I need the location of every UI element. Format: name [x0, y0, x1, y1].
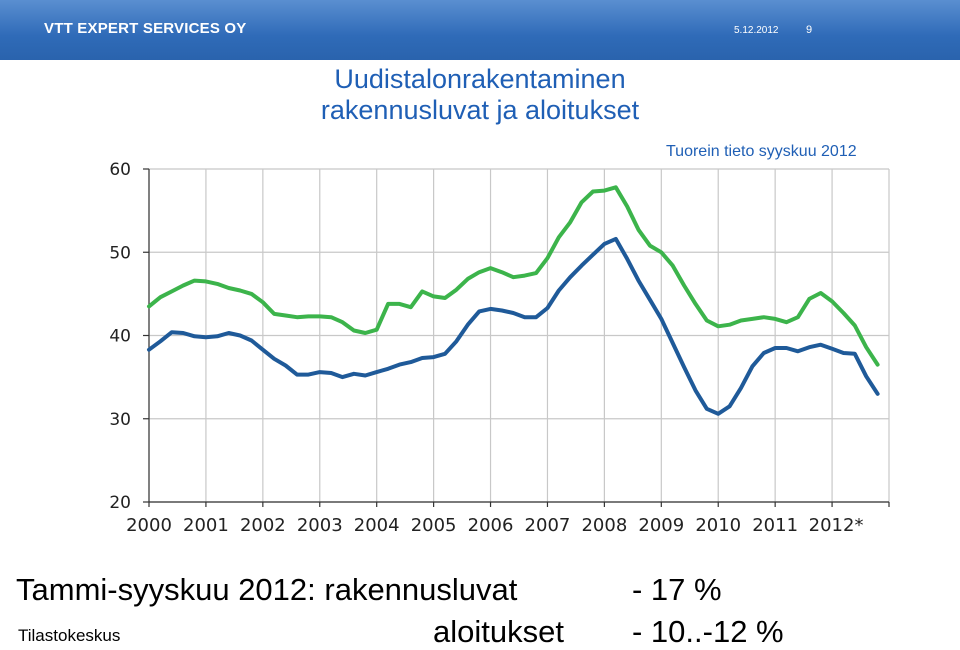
y-tick-label: 40: [109, 327, 131, 347]
y-tick-label: 30: [109, 410, 131, 430]
chart-series: [147, 185, 880, 416]
x-tick-label: 2006: [468, 515, 514, 536]
summary-starts-change: - 10..-12 %: [632, 614, 784, 649]
x-tick-label: 2012*: [809, 515, 864, 536]
chart-tick-labels: 20 30 40 50 60 2000 2001 2002 2003 2004 2005 2006 20…: [109, 160, 863, 536]
data-source: Tilastokeskus: [18, 626, 121, 645]
x-tick-label: 2010: [695, 515, 741, 536]
summary-starts-label: aloitukset: [433, 614, 564, 649]
chart-grid: [148, 168, 890, 503]
summary-permits-label: Tammi-syyskuu 2012: rakennusluvat: [16, 572, 518, 607]
series-line-1: [147, 185, 880, 367]
y-tick-label: 20: [109, 493, 131, 513]
title-line-2: rakennusluvat ja aloitukset: [320, 95, 640, 125]
chart-axes: [143, 168, 890, 507]
x-tick-label: 2009: [638, 515, 684, 536]
x-tick-label: 2007: [525, 515, 571, 536]
x-tick-label: 2008: [581, 515, 627, 536]
slide-title: Uudistalonrakentaminen rakennusluvat ja …: [270, 64, 690, 126]
latest-data-note: Tuorein tieto syyskuu 2012: [666, 143, 857, 160]
x-tick-label: 2011: [752, 515, 798, 536]
title-line-1: Uudistalonrakentaminen: [334, 64, 626, 94]
brand-name: VTT EXPERT SERVICES OY: [44, 20, 247, 37]
header-bar: VTT EXPERT SERVICES OY 5.12.2012 9: [0, 0, 960, 60]
y-tick-label: 60: [109, 160, 131, 180]
x-tick-label: 2005: [411, 515, 457, 536]
series-line-2: [147, 236, 880, 416]
x-tick-label: 2003: [297, 515, 343, 536]
x-tick-label: 2001: [183, 515, 229, 536]
x-tick-label: 2000: [126, 515, 172, 536]
x-tick-label: 2002: [240, 515, 286, 536]
page-number: 9: [806, 24, 813, 36]
slide-date: 5.12.2012: [734, 25, 779, 36]
x-tick-label: 2004: [354, 515, 400, 536]
summary-permits-change: - 17 %: [632, 572, 722, 607]
y-tick-label: 50: [109, 243, 131, 263]
